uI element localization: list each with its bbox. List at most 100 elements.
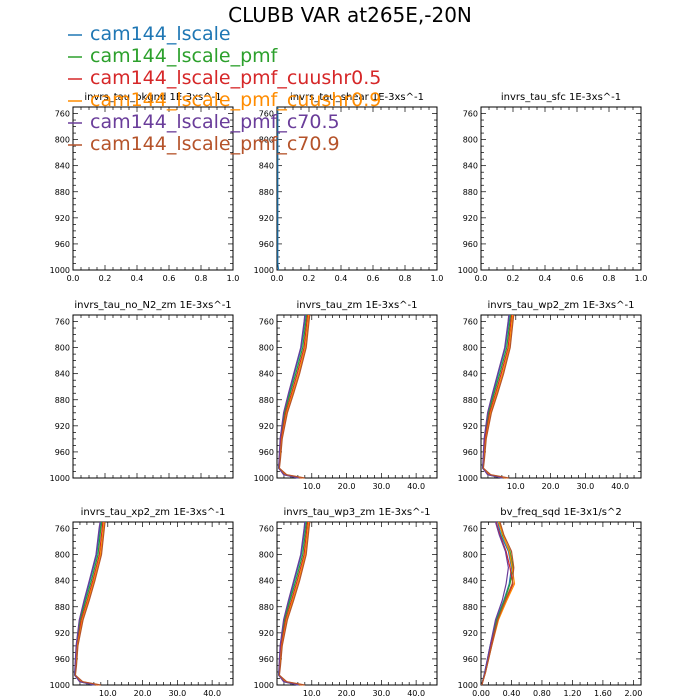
series-line-1 bbox=[277, 107, 280, 271]
y-tick-label: 880 bbox=[259, 603, 274, 612]
x-tick-label: 0.0 bbox=[271, 274, 284, 283]
x-tick-label: 1.60 bbox=[594, 689, 612, 698]
y-tick-label: 800 bbox=[463, 344, 478, 353]
y-tick-label: 800 bbox=[463, 136, 478, 145]
panel-7: invrs_tau_xp2_zm 1E-3xs^-1 760 800 840 880 92… bbox=[50, 507, 234, 698]
y-tick-label: 960 bbox=[463, 655, 478, 664]
x-tick-label: 40.0 bbox=[611, 482, 629, 491]
x-tick-label: 1.0 bbox=[431, 274, 444, 283]
y-tick-label: 840 bbox=[55, 370, 70, 379]
legend-label: cam144_lscale_pmf_cuushr0.9 bbox=[90, 89, 381, 111]
panel-title: invrs_tau_shear 1E-3xs^-1 bbox=[290, 92, 424, 103]
figure-title: CLUBB VAR at265E,-20N bbox=[228, 3, 472, 27]
y-tick-label: 840 bbox=[55, 162, 70, 171]
y-tick-label: 880 bbox=[463, 188, 478, 197]
y-tick-label: 1000 bbox=[458, 266, 478, 275]
x-tick-label: 30.0 bbox=[372, 482, 390, 491]
y-tick-label: 1000 bbox=[254, 266, 274, 275]
x-tick-label: 20.0 bbox=[134, 689, 152, 698]
y-tick-label: 840 bbox=[259, 577, 274, 586]
x-tick-label: 30.0 bbox=[372, 689, 390, 698]
y-tick-label: 1000 bbox=[458, 681, 478, 690]
y-tick-label: 920 bbox=[259, 629, 274, 638]
y-tick-label: 1000 bbox=[254, 681, 274, 690]
y-tick-label: 760 bbox=[55, 525, 70, 534]
panel-4: invrs_tau_no_N2_zm 1E-3xs^-1 760 800 840 880… bbox=[50, 300, 234, 483]
y-tick-label: 880 bbox=[55, 396, 70, 405]
x-tick-label: 0.40 bbox=[503, 689, 521, 698]
panel-title: invrs_tau_zm 1E-3xs^-1 bbox=[296, 300, 417, 311]
series-line-6 bbox=[278, 521, 311, 686]
x-tick-label: 0.6 bbox=[163, 274, 176, 283]
panel-title: bv_freq_sqd 1E-3x1/s^2 bbox=[500, 507, 622, 518]
x-tick-label: 30.0 bbox=[576, 482, 594, 491]
panel-title: invrs_tau_no_N2_zm 1E-3xs^-1 bbox=[74, 300, 231, 311]
x-tick-label: 0.2 bbox=[99, 274, 112, 283]
x-tick-label: 40.0 bbox=[407, 689, 425, 698]
x-tick-label: 0.80 bbox=[533, 689, 551, 698]
plot-frame bbox=[480, 521, 642, 686]
x-tick-label: 10.0 bbox=[303, 482, 321, 491]
y-tick-label: 960 bbox=[259, 448, 274, 457]
panel-5: invrs_tau_zm 1E-3xs^-1 760 800 840 880 920 960… bbox=[254, 300, 438, 491]
y-tick-label: 760 bbox=[463, 525, 478, 534]
y-tick-label: 760 bbox=[55, 318, 70, 327]
series-line-6 bbox=[278, 314, 311, 479]
x-tick-label: 0.00 bbox=[472, 689, 490, 698]
x-tick-label: 1.20 bbox=[564, 689, 582, 698]
y-tick-label: 760 bbox=[259, 110, 274, 119]
panel-8: invrs_tau_wp3_zm 1E-3xs^-1 760 800 840 880 92… bbox=[254, 507, 438, 698]
y-tick-label: 920 bbox=[259, 214, 274, 223]
x-tick-label: 0.2 bbox=[507, 274, 520, 283]
x-tick-label: 40.0 bbox=[203, 689, 221, 698]
y-tick-label: 960 bbox=[55, 448, 70, 457]
y-tick-label: 880 bbox=[55, 603, 70, 612]
x-tick-label: 20.0 bbox=[338, 689, 356, 698]
y-tick-label: 920 bbox=[463, 629, 478, 638]
x-tick-label: 0.0 bbox=[475, 274, 488, 283]
y-tick-label: 880 bbox=[259, 396, 274, 405]
y-tick-label: 880 bbox=[463, 396, 478, 405]
legend-group: cam144_lscalecam144_lscale_pmfcam144_lsc… bbox=[68, 23, 381, 155]
x-tick-label: 0.8 bbox=[603, 274, 616, 283]
y-tick-label: 880 bbox=[55, 188, 70, 197]
panel-9: bv_freq_sqd 1E-3x1/s^2 760 800 840 880 920 960… bbox=[458, 507, 643, 698]
legend-label: cam144_lscale_pmf_cuushr0.5 bbox=[90, 67, 381, 89]
series-line-6 bbox=[481, 521, 515, 686]
x-tick-label: 20.0 bbox=[542, 482, 560, 491]
series-line-5 bbox=[482, 314, 510, 479]
y-tick-label: 880 bbox=[259, 188, 274, 197]
panel-title: invrs_tau_bkgnd 1E-3xs^-1 bbox=[84, 92, 221, 103]
y-tick-label: 760 bbox=[55, 110, 70, 119]
x-tick-label: 0.8 bbox=[195, 274, 208, 283]
panel-title: invrs_tau_wp2_zm 1E-3xs^-1 bbox=[488, 300, 635, 311]
panel-title: invrs_tau_xp2_zm 1E-3xs^-1 bbox=[81, 507, 226, 518]
y-tick-label: 920 bbox=[463, 422, 478, 431]
plot-frame bbox=[72, 521, 234, 686]
series-line-5 bbox=[481, 521, 510, 686]
y-tick-label: 840 bbox=[259, 162, 274, 171]
legend-label: cam144_lscale_pmf_c70.9 bbox=[90, 133, 340, 155]
y-tick-label: 960 bbox=[259, 655, 274, 664]
panel-1: invrs_tau_bkgnd 1E-3xs^-1 760 800 840 880 920… bbox=[50, 92, 240, 283]
y-tick-label: 800 bbox=[55, 344, 70, 353]
panels-group: invrs_tau_bkgnd 1E-3xs^-1 760 800 840 880 920… bbox=[50, 92, 648, 698]
x-tick-label: 10.0 bbox=[507, 482, 525, 491]
x-tick-label: 10.0 bbox=[303, 689, 321, 698]
x-tick-label: 40.0 bbox=[407, 482, 425, 491]
y-tick-label: 840 bbox=[55, 577, 70, 586]
series-line-6 bbox=[74, 521, 106, 686]
legend-label: cam144_lscale_pmf_c70.5 bbox=[90, 111, 340, 133]
panel-2: invrs_tau_shear 1E-3xs^-1 760 800 840 880 920… bbox=[254, 92, 444, 283]
y-tick-label: 920 bbox=[55, 214, 70, 223]
series-line-5 bbox=[74, 521, 101, 686]
x-tick-label: 0.8 bbox=[399, 274, 412, 283]
x-tick-label: 0.4 bbox=[335, 274, 348, 283]
legend-label: cam144_lscale_pmf bbox=[90, 45, 279, 67]
series-line-5 bbox=[278, 521, 306, 686]
y-tick-label: 760 bbox=[463, 110, 478, 119]
y-tick-label: 840 bbox=[463, 577, 478, 586]
x-tick-label: 0.6 bbox=[571, 274, 584, 283]
